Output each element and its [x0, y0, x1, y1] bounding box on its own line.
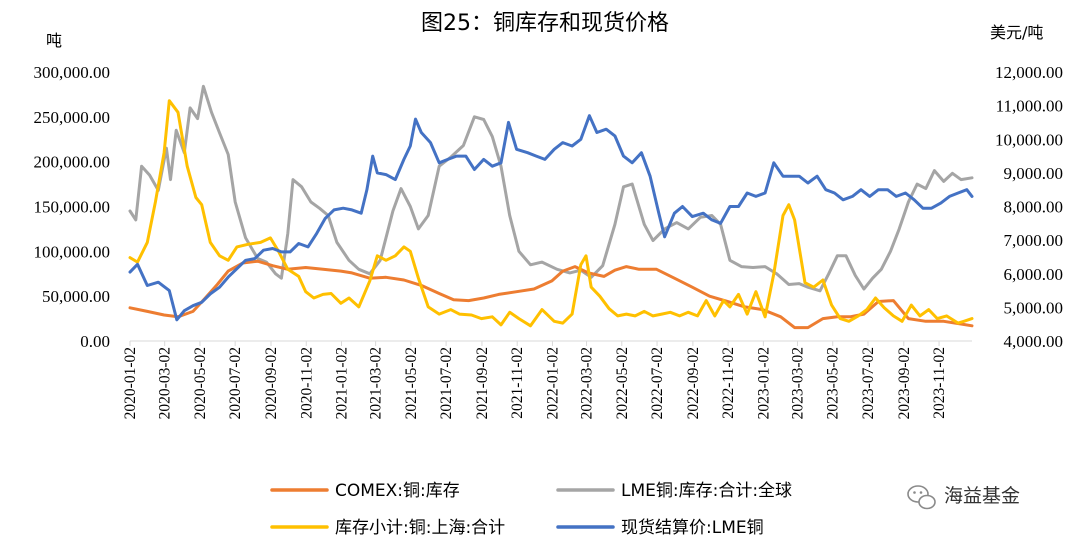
left-axis-unit: 吨 [46, 31, 62, 50]
left-tick-label: 200,000.00 [34, 153, 111, 172]
left-axis-ticks: 0.00 50,000.00 100,000.00 150,000.00 200,000… [34, 63, 111, 351]
series-line-1 [128, 84, 974, 293]
right-tick-label: 8,000.00 [1004, 198, 1064, 217]
series-line-0 [128, 259, 974, 330]
x-tick-label: 2020-09-02 [263, 347, 280, 419]
x-axis-ticks: 2020-01-02 2020-03-02 2020-05-02 2020-07-02… [122, 341, 948, 419]
x-tick-label: 2023-05-02 [825, 347, 842, 419]
x-tick-label: 2021-01-02 [334, 347, 351, 419]
left-tick-label: 0.00 [80, 332, 110, 351]
x-tick-label: 2021-05-02 [403, 347, 420, 419]
watermark: 海益基金 [907, 485, 1020, 510]
x-tick-label: 2021-11-02 [509, 347, 526, 419]
legend-label: LME铜:库存:合计:全球 [621, 481, 792, 501]
x-tick-label: 2022-07-02 [649, 347, 666, 419]
x-tick-label: 2023-03-02 [789, 347, 806, 419]
left-tick-label: 250,000.00 [34, 108, 111, 127]
legend-label: 现货结算价:LME铜 [621, 518, 764, 538]
x-tick-label: 2023-07-02 [860, 347, 877, 419]
x-tick-label: 2021-07-02 [438, 347, 455, 419]
watermark-text: 海益基金 [944, 485, 1020, 507]
x-tick-label: 2020-11-02 [298, 347, 315, 419]
right-tick-label: 12,000.00 [995, 63, 1063, 82]
x-tick-label: 2023-11-02 [931, 347, 948, 419]
series-line-2 [128, 99, 974, 328]
right-tick-label: 11,000.00 [996, 97, 1063, 116]
right-tick-label: 6,000.00 [1004, 265, 1064, 284]
x-tick-label: 2022-05-02 [614, 347, 631, 419]
right-tick-label: 7,000.00 [1004, 231, 1064, 250]
left-tick-label: 300,000.00 [34, 63, 111, 82]
x-tick-label: 2022-09-02 [685, 347, 702, 419]
x-tick-label: 2020-03-02 [157, 347, 174, 419]
left-tick-label: 150,000.00 [34, 198, 111, 217]
legend-label: 库存小计:铜:上海:合计 [335, 518, 505, 538]
right-axis-ticks: 4,000.00 5,000.00 6,000.00 7,000.00 8,000.00… [995, 63, 1063, 351]
legend-label: COMEX:铜:库存 [335, 481, 460, 501]
x-tick-label: 2022-01-02 [544, 347, 561, 419]
right-tick-label: 5,000.00 [1004, 298, 1064, 317]
x-tick-label: 2020-01-02 [122, 347, 139, 419]
x-tick-label: 2021-03-02 [368, 347, 385, 419]
right-tick-label: 4,000.00 [1004, 332, 1064, 351]
left-tick-label: 100,000.00 [34, 242, 111, 261]
right-axis-unit: 美元/吨 [990, 23, 1043, 42]
x-tick-label: 2022-03-02 [579, 347, 596, 419]
wechat-icon [907, 485, 936, 510]
series-line-3 [128, 114, 974, 322]
x-tick-label: 2020-05-02 [192, 347, 209, 419]
left-tick-label: 50,000.00 [42, 287, 110, 306]
series-lines [128, 84, 974, 330]
x-tick-label: 2021-09-02 [474, 347, 491, 419]
x-tick-label: 2022-11-02 [720, 347, 737, 419]
right-tick-label: 9,000.00 [1004, 164, 1064, 183]
x-tick-label: 2023-01-02 [755, 347, 772, 419]
x-tick-label: 2023-09-02 [896, 347, 913, 419]
right-tick-label: 10,000.00 [995, 130, 1063, 149]
x-tick-label: 2020-07-02 [227, 347, 244, 419]
chart-title: 图25：铜库存和现货价格 [421, 11, 669, 36]
